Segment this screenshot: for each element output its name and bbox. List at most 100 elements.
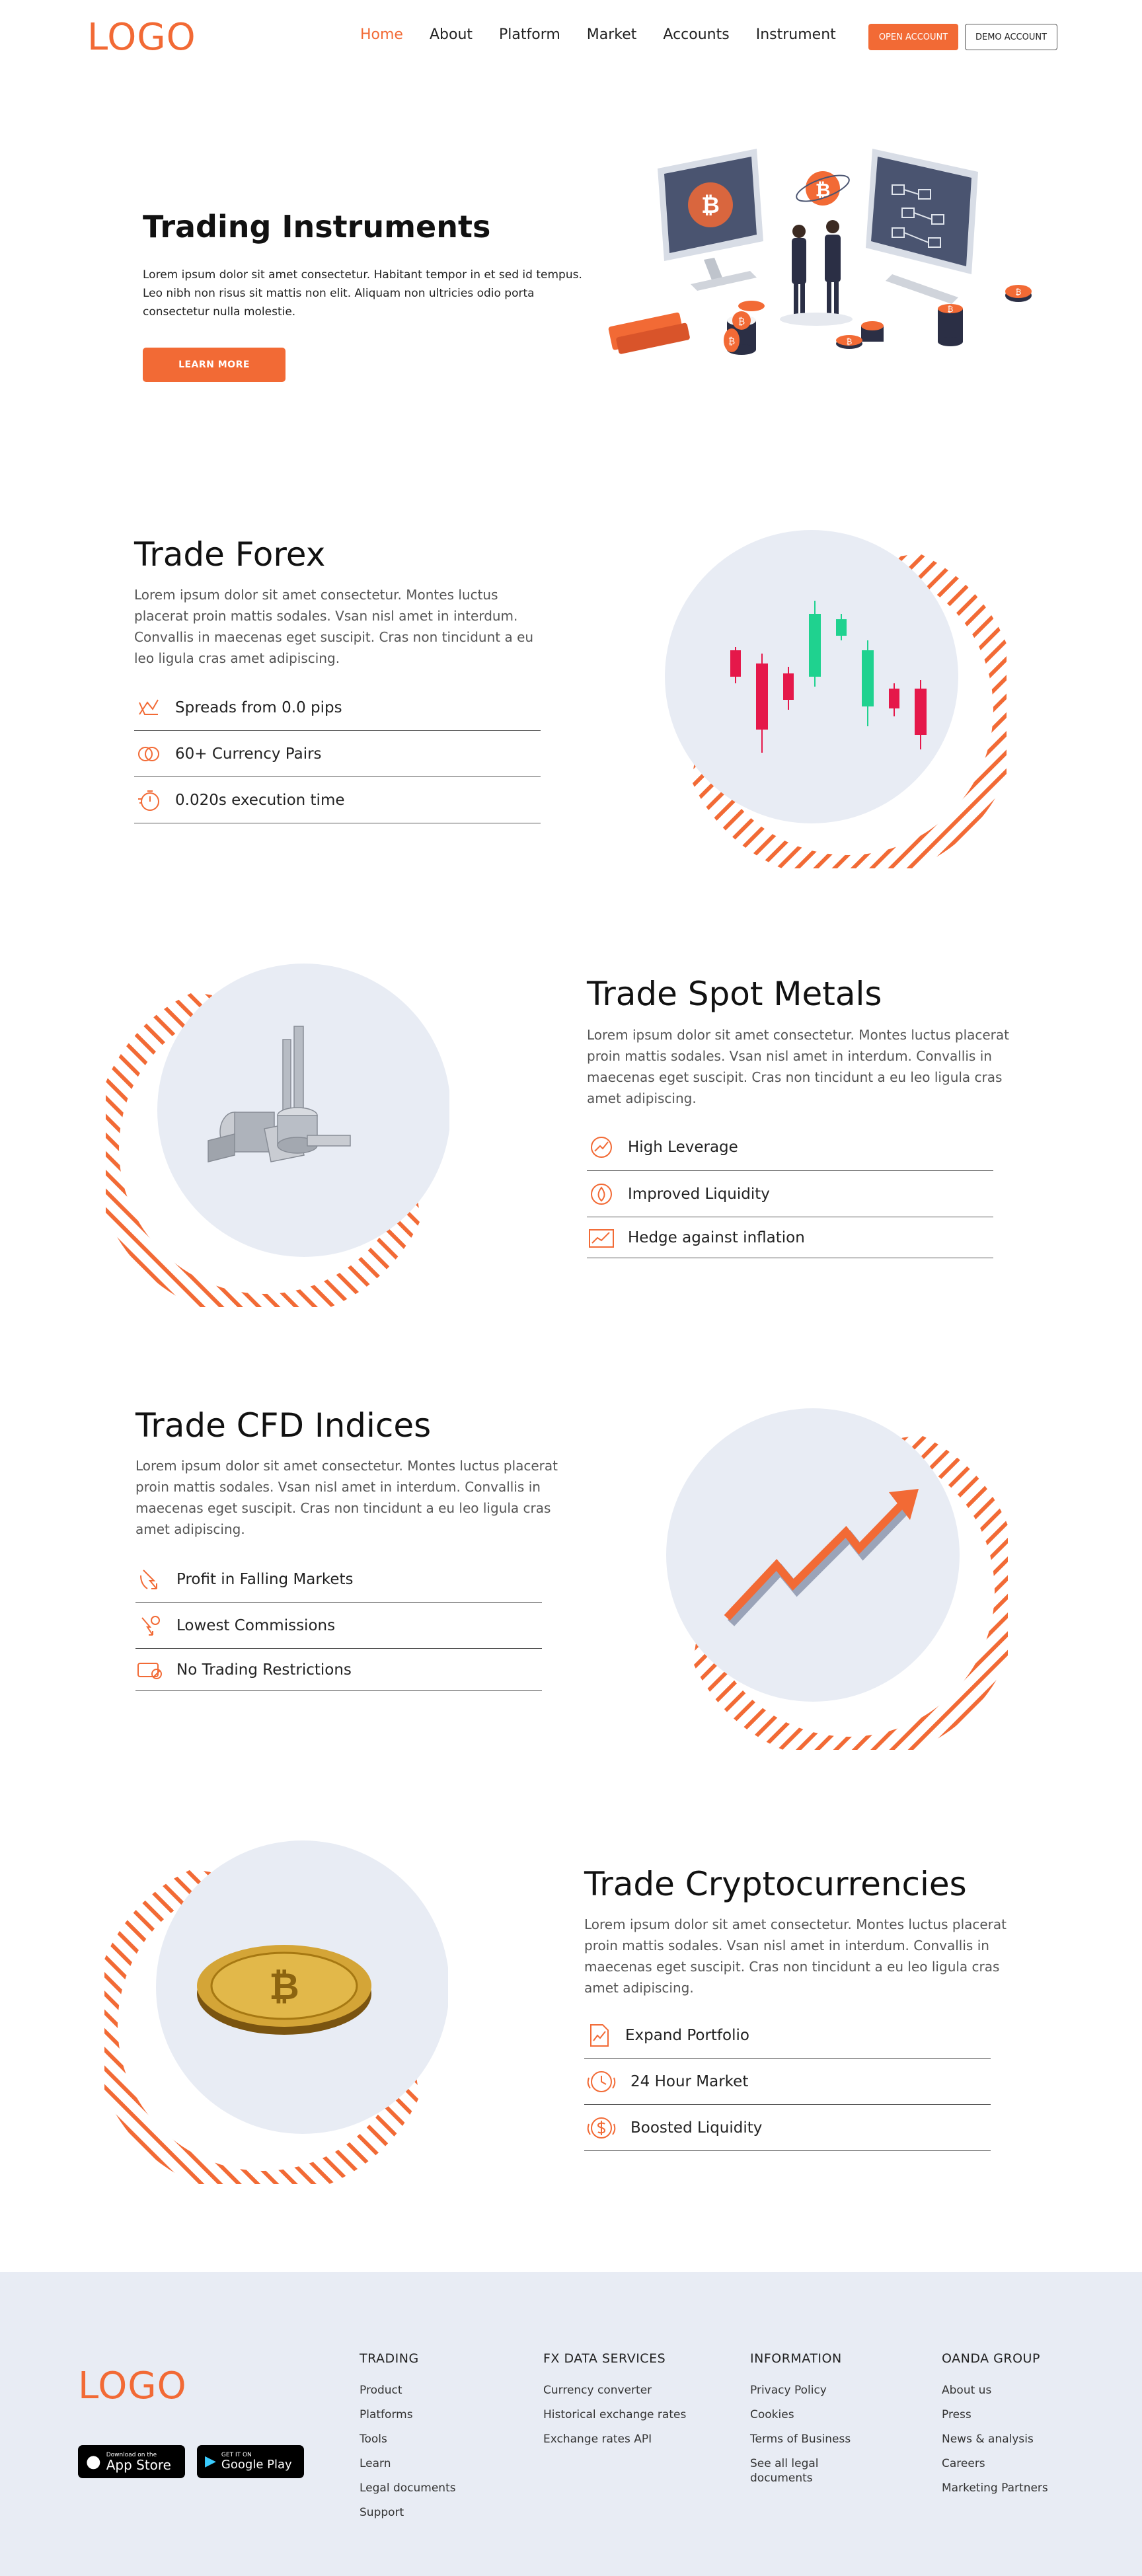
bitcoin-illustration: ₿ [104,1840,448,2184]
footer-link[interactable]: Exchange rates API [543,2433,652,2446]
menu-item-about[interactable]: About [429,26,473,43]
demo-account-button[interactable]: DEMO ACCOUNT [965,24,1057,50]
svg-text:₿: ₿ [847,337,853,346]
clock-icon [584,2067,619,2096]
metals-feature-row: Hedge against inflation [587,1217,993,1258]
crypto-feature-row: 24 Hour Market [584,2059,991,2105]
crypto-feature-label: Expand Portfolio [625,2026,749,2044]
cfd-text: Lorem ipsum dolor sit amet consectetur. … [135,1458,558,1537]
menu-item-home[interactable]: Home [360,26,403,43]
cfd-feature-label: Lowest Commissions [176,1616,336,1634]
cfd-feature-row: Lowest Commissions [135,1603,542,1649]
footer-col-title: TRADING [360,2351,419,2366]
stopwatch-icon [134,786,163,815]
crypto-feature-label: Boosted Liquidity [630,2119,763,2137]
svg-text:₿: ₿ [1016,287,1022,297]
svg-text:₿: ₿ [728,336,735,347]
footer-col-information: INFORMATION Privacy Policy Cookies Terms… [750,2351,869,2495]
menu-item-market[interactable]: Market [586,26,637,43]
forex-candlestick-illustration [665,530,1007,868]
cfd-title: Trade CFD Indices [135,1406,432,1445]
apple-icon: ● [86,2452,101,2472]
footer-col-title: INFORMATION [750,2351,842,2366]
footer-link[interactable]: Legal documents [360,2481,456,2495]
metals-text: Lorem ipsum dolor sit amet consectetur. … [587,1027,1010,1106]
footer-link[interactable]: Platforms [360,2408,413,2421]
footer-link[interactable]: Press [942,2408,971,2421]
metals-title: Trade Spot Metals [587,975,882,1013]
cfd-arrow-illustration [666,1408,1008,1750]
hero-title: Trading Instruments [143,209,491,245]
top-nav: LOGO Home About Platform Market Accounts… [0,0,1142,74]
hero-text: Lorem ipsum dolor sit amet consectetur. … [143,268,582,319]
currency-pairs-icon [134,739,163,769]
footer-link[interactable]: Cookies [750,2408,794,2421]
forex-title: Trade Forex [134,535,326,574]
menu-item-platform[interactable]: Platform [499,26,560,43]
footer-col-trading: TRADING Product Platforms Tools Learn Le… [360,2351,456,2530]
svg-text:₿: ₿ [269,1965,299,2008]
google-play-big: Google Play [221,2458,292,2472]
footer-col-title: FX DATA SERVICES [543,2351,666,2366]
app-store-big: App Store [106,2457,171,2473]
cfd-feature-row: No Trading Restrictions [135,1649,542,1691]
forex-feature-row: Spreads from 0.0 pips [134,685,541,731]
google-play-small: GET IT ON [221,2452,252,2458]
crypto-feature-label: 24 Hour Market [630,2072,749,2090]
google-play-icon: ▶ [205,2453,216,2470]
footer-link[interactable]: About us [942,2384,992,2397]
footer-link[interactable]: Currency converter [543,2384,652,2397]
metals-feature-label: High Leverage [628,1138,738,1156]
footer-link[interactable]: Product [360,2384,402,2397]
svg-text:₿: ₿ [816,179,831,201]
forex-feature-label: Spreads from 0.0 pips [175,699,342,716]
trading-illustration: ₿ ₿ ₿ ₿ ₿ ₿ [608,149,1032,355]
footer-link[interactable]: Terms of Business [750,2433,851,2446]
forex-feature-row: 60+ Currency Pairs [134,731,541,777]
liquidity-icon [587,1180,616,1209]
main-menu: Home About Platform Market Accounts Inst… [360,26,862,43]
app-store-small: Download on the [106,2452,157,2458]
metals-illustration [106,964,449,1307]
footer-col-oanda-group: OANDA GROUP About us Press News & analys… [942,2351,1087,2505]
forex-text: Lorem ipsum dolor sit amet consectetur. … [134,587,534,666]
footer-link[interactable]: Privacy Policy [750,2384,827,2397]
crypto-feature-row: Expand Portfolio [584,2012,991,2059]
logo[interactable]: LOGO [87,16,196,59]
cfd-feature-label: No Trading Restrictions [176,1661,352,1679]
spread-icon [134,693,163,722]
cfd-feature-row: Profit in Falling Markets [135,1556,542,1603]
crypto-title: Trade Cryptocurrencies [584,1865,967,1903]
open-account-button[interactable]: OPEN ACCOUNT [868,24,958,50]
cfd-feature-label: Profit in Falling Markets [176,1570,354,1588]
footer-link[interactable]: See all legal documents [750,2457,819,2485]
google-play-badge[interactable]: ▶ GET IT ON Google Play [197,2445,304,2478]
metals-feature-row: High Leverage [587,1123,993,1171]
footer-col-fx-data: FX DATA SERVICES Currency converter Hist… [543,2351,689,2456]
leverage-icon [587,1133,616,1162]
forex-feature-label: 60+ Currency Pairs [175,745,322,763]
falling-market-icon [135,1565,165,1594]
footer-link[interactable]: Marketing Partners [942,2481,1048,2495]
no-restrictions-icon [135,1655,165,1685]
menu-item-accounts[interactable]: Accounts [663,26,730,43]
app-store-badge[interactable]: ● Download on the App Store [78,2445,185,2478]
footer-link[interactable]: News & analysis [942,2433,1034,2446]
menu-item-instrument[interactable]: Instrument [755,26,836,43]
footer-link[interactable]: Careers [942,2457,985,2470]
footer: LOGO ● Download on the App Store ▶ GET IT… [0,2272,1142,2576]
forex-feature-row: 0.020s execution time [134,777,541,823]
footer-link[interactable]: Tools [360,2433,387,2446]
commission-icon [135,1611,165,1640]
footer-link[interactable]: Learn [360,2457,391,2470]
learn-more-button[interactable]: LEARN MORE [143,348,286,382]
svg-text:₿: ₿ [738,317,745,327]
inflation-chart-icon [587,1223,616,1252]
dollar-coin-icon [584,2113,619,2142]
footer-link[interactable]: Support [360,2506,404,2519]
footer-link[interactable]: Historical exchange rates [543,2408,687,2421]
forex-feature-label: 0.020s execution time [175,791,345,809]
footer-logo[interactable]: LOGO [78,2365,187,2407]
svg-text:₿: ₿ [701,192,720,219]
metals-feature-row: Improved Liquidity [587,1171,993,1217]
